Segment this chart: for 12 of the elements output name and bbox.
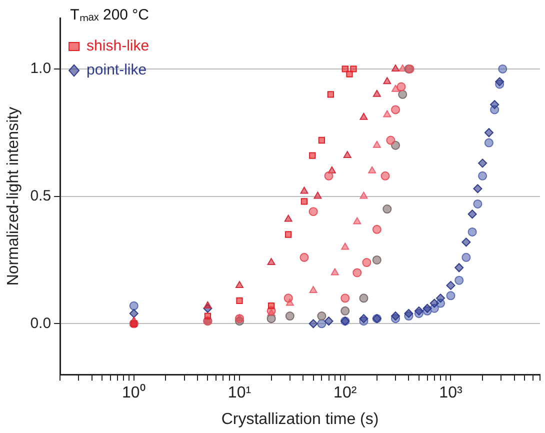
x-tick-label: 10⁰ bbox=[122, 384, 146, 402]
x-tick-label: 10¹ bbox=[228, 384, 252, 402]
legend-title: Tₘₐₓ 200 °C bbox=[70, 6, 150, 24]
legend-label: shish-like bbox=[86, 38, 150, 55]
y-axis-title: Normalized-light intensity bbox=[5, 106, 22, 286]
y-tick-label: 1.0 bbox=[30, 60, 52, 78]
x-tick-label: 10² bbox=[334, 384, 358, 402]
y-tick-label: 0.0 bbox=[30, 314, 52, 332]
y-tick-label: 0.5 bbox=[30, 187, 52, 204]
x-axis-title: Crystallization time (s) bbox=[221, 410, 379, 428]
x-tick-label: 10³ bbox=[439, 384, 463, 402]
legend-label: point-like bbox=[86, 62, 147, 79]
